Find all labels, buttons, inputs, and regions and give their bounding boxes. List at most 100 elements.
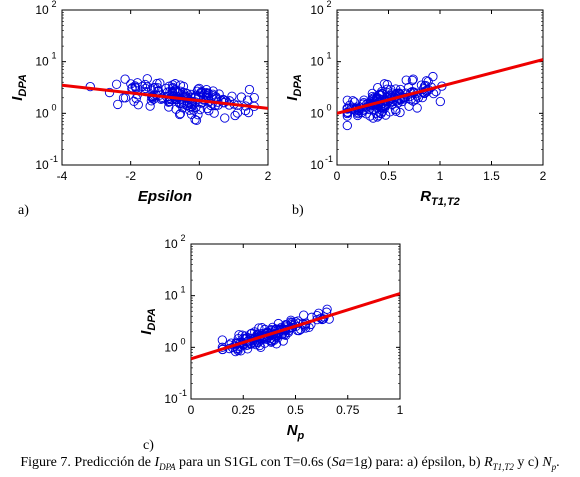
scatter-point — [428, 71, 438, 82]
scatter-point — [196, 88, 206, 98]
x-tick-label: 0.5 — [380, 169, 397, 183]
scatter-point — [342, 120, 352, 131]
x-tick-label: 1 — [437, 169, 444, 183]
y-tick-exponent: 2 — [180, 233, 185, 243]
scatter-point — [260, 338, 270, 348]
scatter-point — [240, 331, 250, 341]
scatter-point — [408, 74, 418, 84]
scatter-point — [171, 104, 181, 114]
x-axis-label: Epsilon — [138, 188, 192, 205]
scatter-point — [137, 81, 148, 92]
caption-prefix: Figure 7 — [20, 455, 68, 470]
scatter-point — [435, 96, 445, 107]
caption-text-1: . Predicción de — [67, 455, 155, 470]
scatter-point — [322, 304, 332, 314]
x-tick-label: 0.75 — [336, 403, 360, 417]
x-axis-label: RT1,T2 — [420, 188, 460, 208]
scatter-point — [208, 86, 218, 96]
y-tick-exponent: -1 — [325, 154, 333, 164]
fit-line — [62, 83, 268, 110]
scatter-point — [375, 103, 385, 113]
scatter-point — [164, 102, 174, 112]
scatter-point — [278, 336, 288, 346]
scatter-point — [104, 87, 115, 98]
caption-n: N — [542, 455, 552, 470]
y-tick-label: 10 — [35, 158, 49, 172]
scatter-point — [204, 106, 214, 116]
y-tick-exponent: 1 — [326, 51, 331, 61]
scatter-point — [152, 78, 162, 89]
scatter-series — [342, 71, 447, 131]
scatter-point — [359, 95, 369, 105]
x-tick-label: 0 — [188, 403, 195, 417]
scatter-point — [361, 109, 371, 119]
scatter-point — [230, 110, 240, 121]
y-tick-label: 10 — [310, 158, 324, 172]
scatter-point — [130, 81, 140, 91]
scatter-point — [142, 74, 152, 84]
caption-idpa-sub: DPA — [159, 461, 176, 472]
scatter-point — [412, 103, 422, 113]
figure-caption: Figure 7. Predicción de IDPA para un S1G… — [0, 455, 580, 472]
y-tick-label: 10 — [164, 289, 178, 303]
caption-r-sub: T1,T2 — [492, 461, 514, 472]
scatter-point — [368, 113, 378, 123]
x-tick-label: 0.5 — [287, 403, 304, 417]
y-tick-exponent: 0 — [180, 336, 185, 346]
scatter-point — [113, 99, 123, 110]
scatter-point — [379, 79, 390, 89]
y-tick-label: 10 — [35, 55, 49, 69]
y-tick-label: 10 — [164, 237, 178, 251]
y-tick-label: 10 — [35, 3, 49, 17]
scatter-point — [201, 88, 212, 98]
caption-idpa: I — [154, 455, 160, 470]
scatter-point — [242, 95, 253, 105]
scatter-point — [175, 80, 186, 90]
y-tick-exponent: -1 — [179, 388, 187, 398]
panel-label-c: c) — [143, 438, 154, 453]
caption-sa: Sa — [331, 455, 346, 470]
y-tick-exponent: 1 — [51, 51, 56, 61]
scatter-point — [202, 103, 212, 114]
caption-text-2: para un S1GL con T=0.6s ( — [175, 455, 332, 470]
scatter-point — [175, 109, 185, 120]
x-tick-label: 1 — [397, 403, 404, 417]
scatter-point — [421, 76, 432, 86]
scatter-point — [194, 83, 204, 93]
y-tick-exponent: 0 — [51, 102, 56, 112]
y-tick-label: 10 — [310, 106, 324, 120]
y-tick-label: 10 — [310, 3, 324, 17]
scatter-point — [186, 102, 196, 113]
x-tick-label: -4 — [57, 169, 68, 183]
x-tick-label: 2 — [540, 169, 547, 183]
y-tick-exponent: 2 — [51, 0, 56, 9]
scatter-point — [236, 92, 247, 102]
scatter-point — [246, 329, 256, 339]
scatter-point — [120, 74, 130, 84]
fit-line — [337, 58, 543, 115]
scatter-point — [410, 94, 421, 105]
y-tick-exponent: -1 — [50, 154, 58, 164]
caption-text-5: . — [556, 455, 560, 470]
scatter-point — [214, 89, 224, 99]
scatter-point — [247, 328, 257, 338]
y-tick-exponent: 1 — [180, 285, 185, 295]
scatter-point — [193, 110, 203, 120]
scatter-point — [190, 114, 200, 125]
y-axis-label: IDPA — [138, 308, 158, 335]
x-tick-label: 2 — [265, 169, 272, 183]
scatter-point — [140, 79, 150, 90]
scatter-point — [220, 113, 230, 123]
y-tick-exponent: 0 — [326, 102, 331, 112]
scatter-point — [407, 75, 418, 86]
x-tick-label: -2 — [125, 169, 136, 183]
x-axis-label: Np — [287, 422, 305, 442]
scatter-point — [401, 75, 411, 85]
y-tick-label: 10 — [164, 340, 178, 354]
scatter-point — [376, 108, 386, 119]
scatter-point — [390, 104, 401, 115]
scatter-point — [153, 83, 163, 93]
caption-n-sub: p — [551, 461, 557, 472]
